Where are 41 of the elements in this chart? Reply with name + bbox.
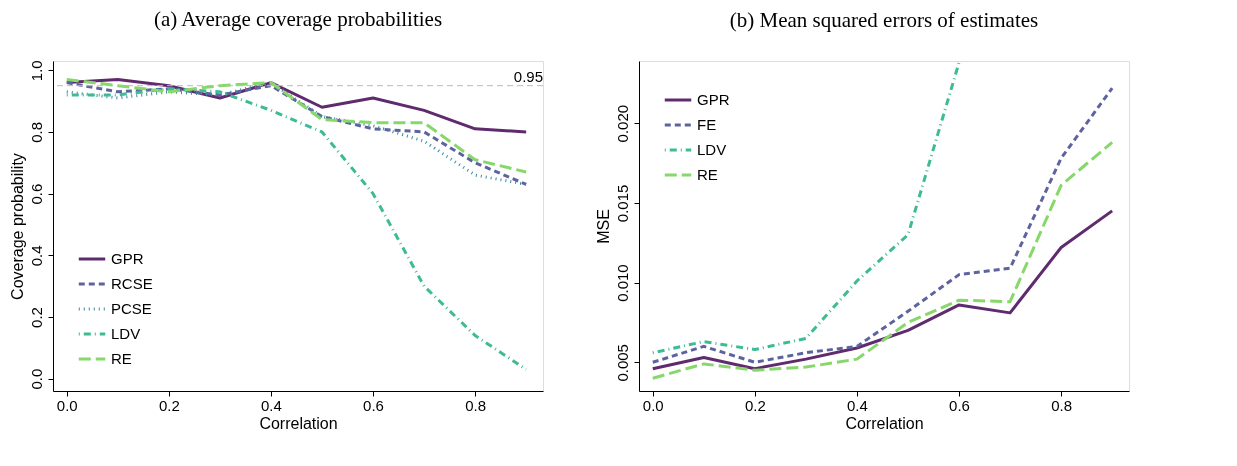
y-tick-label: 0.2 (27, 307, 45, 328)
legend-label: PCSE (111, 300, 152, 317)
x-tick-label: 0.6 (363, 396, 384, 414)
legend-label: RE (111, 350, 132, 367)
x-tick-label: 0.2 (744, 396, 766, 414)
ref-line-label: 0.95 (513, 67, 543, 85)
y-tick-label: 0.4 (27, 245, 45, 267)
x-tick-label: 0.8 (1051, 396, 1073, 414)
y-tick-label: 0.0 (27, 368, 45, 390)
legend-label: RE (697, 166, 718, 183)
y-tick-label: 0.020 (613, 104, 631, 143)
x-axis-title: Correlation (259, 414, 338, 432)
chart-title: (a) Average coverage probabilities (153, 6, 443, 31)
legend-label: RCSE (111, 275, 153, 292)
line-series (651, 209, 1114, 371)
x-tick-label: 0.0 (642, 396, 664, 414)
legend-label: GPR (697, 91, 730, 108)
y-tick-label: 0.6 (27, 183, 45, 205)
y-axis-title: MSE (594, 209, 612, 244)
x-tick-label: 0.8 (465, 396, 487, 414)
x-tick-label: 0.6 (949, 396, 970, 414)
y-tick-label: 0.8 (27, 122, 45, 143)
y-tick-label: 0.005 (613, 344, 631, 382)
y-tick-label: 0.010 (613, 264, 631, 302)
legend-label: FE (697, 116, 717, 133)
x-tick-label: 0.0 (56, 396, 78, 414)
chart-title: (b) Mean squared errors of estimates (729, 8, 1039, 32)
x-tick-label: 0.4 (261, 396, 282, 414)
line-series (651, 86, 1114, 364)
x-axis-title: Correlation (845, 414, 924, 432)
x-tick-label: 0.4 (847, 396, 868, 414)
x-tick-label: 0.2 (158, 396, 180, 414)
y-axis-title: Coverage probability (8, 153, 26, 300)
legend-label: LDV (697, 141, 727, 158)
line-series (651, 140, 1114, 380)
y-tick-label: 1.0 (27, 60, 45, 82)
line-series (651, 61, 961, 355)
y-tick-label: 0.015 (613, 184, 631, 223)
legend-label: LDV (111, 325, 141, 342)
legend-label: GPR (111, 250, 144, 267)
line-series (65, 87, 528, 371)
